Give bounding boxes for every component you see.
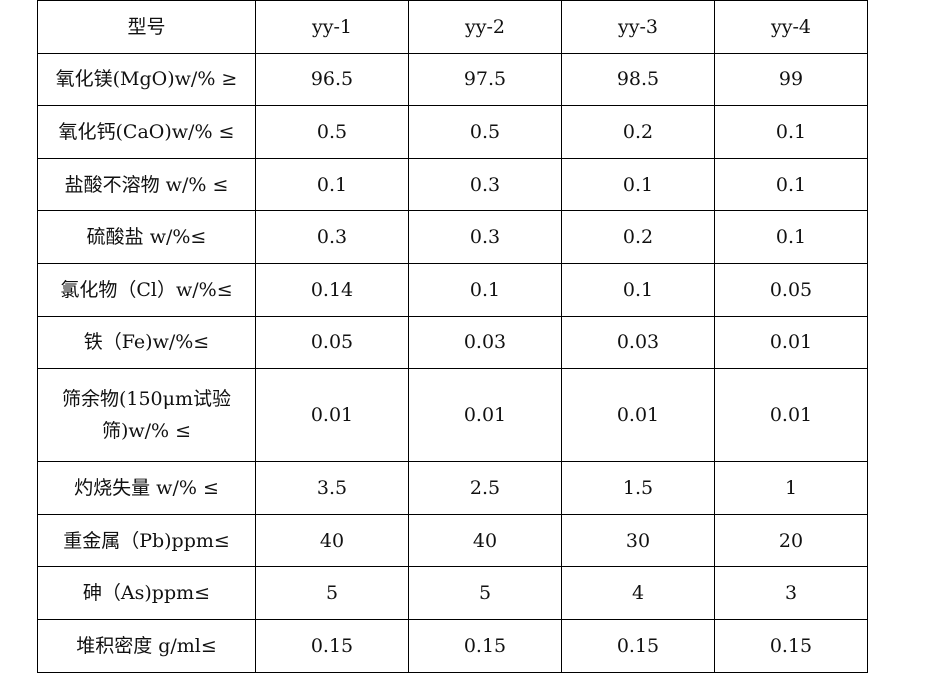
value-cell: 4	[561, 566, 715, 620]
value-cell: 5	[408, 566, 562, 620]
table-row: 重金属（Pb)ppm≤ 40 40 30 20	[37, 513, 868, 568]
value-cell: 40	[255, 513, 409, 568]
row-label: 灼烧失量 w/% ≤	[37, 461, 256, 515]
value-cell: 0.2	[561, 105, 715, 159]
row-label: 氯化物（Cl）w/%≤	[37, 262, 256, 317]
value-cell: 0.01	[255, 368, 409, 463]
value-cell: 97.5	[408, 52, 562, 107]
value-cell: 0.01	[714, 315, 868, 370]
row-label: 铁（Fe)w/%≤	[37, 315, 256, 370]
value-cell: 40	[408, 513, 562, 568]
row-label: 筛余物(150μm试验筛)w/% ≤	[37, 368, 256, 463]
row-label: 堆积密度 g/ml≤	[37, 618, 256, 673]
table-row: 氧化钙(CaO)w/% ≤0.5 0.5 0.2 0.1	[37, 105, 868, 159]
header-cell: yy-4	[714, 0, 868, 54]
value-cell: 98.5	[561, 52, 715, 107]
value-cell: 0.14	[255, 262, 409, 317]
row-label: 砷（As)ppm≤	[37, 566, 256, 620]
value-cell: 0.1	[714, 105, 868, 159]
value-cell: 0.3	[408, 210, 562, 264]
row-label: 盐酸不溶物 w/% ≤	[37, 157, 256, 212]
value-cell: 96.5	[255, 52, 409, 107]
table-row: 灼烧失量 w/% ≤3.5 2.5 1.5 1	[37, 461, 868, 515]
table-row: 铁（Fe)w/%≤ 0.05 0.03 0.03 0.01	[37, 315, 868, 370]
value-cell: 0.05	[255, 315, 409, 370]
value-cell: 0.1	[408, 262, 562, 317]
value-cell: 0.1	[714, 157, 868, 212]
row-label: 重金属（Pb)ppm≤	[37, 513, 256, 568]
header-cell: 型号	[37, 0, 256, 54]
value-cell: 30	[561, 513, 715, 568]
table-row: 筛余物(150μm试验筛)w/% ≤0.01 0.01 0.01 0.01	[37, 368, 868, 463]
value-cell: 0.01	[561, 368, 715, 463]
value-cell: 1.5	[561, 461, 715, 515]
value-cell: 2.5	[408, 461, 562, 515]
header-cell: yy-1	[255, 0, 409, 54]
table-row: 盐酸不溶物 w/% ≤0.1 0.3 0.1 0.1	[37, 157, 868, 212]
value-cell: 0.03	[561, 315, 715, 370]
row-label: 氧化钙(CaO)w/% ≤	[37, 105, 256, 159]
value-cell: 0.05	[714, 262, 868, 317]
value-cell: 0.1	[714, 210, 868, 264]
table-row: 堆积密度 g/ml≤ 0.15 0.15 0.15 0.15	[37, 618, 868, 673]
value-cell: 0.15	[714, 618, 868, 673]
spec-table: 型号 yy-1 yy-2 yy-3 yy-4 氧化镁(MgO)w/% ≥96.5…	[37, 0, 868, 673]
table-row: 硫酸盐 w/%≤ 0.3 0.3 0.2 0.1	[37, 210, 868, 264]
row-label: 氧化镁(MgO)w/% ≥	[37, 52, 256, 107]
value-cell: 99	[714, 52, 868, 107]
value-cell: 0.01	[408, 368, 562, 463]
value-cell: 3.5	[255, 461, 409, 515]
value-cell: 0.15	[408, 618, 562, 673]
value-cell: 0.01	[714, 368, 868, 463]
header-cell: yy-3	[561, 0, 715, 54]
header-row: 型号 yy-1 yy-2 yy-3 yy-4	[37, 0, 868, 54]
row-label: 硫酸盐 w/%≤	[37, 210, 256, 264]
value-cell: 0.1	[561, 157, 715, 212]
table-row: 氧化镁(MgO)w/% ≥96.5 97.5 98.5 99	[37, 52, 868, 107]
value-cell: 0.3	[408, 157, 562, 212]
value-cell: 1	[714, 461, 868, 515]
value-cell: 0.5	[408, 105, 562, 159]
value-cell: 0.1	[561, 262, 715, 317]
value-cell: 20	[714, 513, 868, 568]
value-cell: 0.15	[561, 618, 715, 673]
value-cell: 3	[714, 566, 868, 620]
value-cell: 0.5	[255, 105, 409, 159]
value-cell: 0.3	[255, 210, 409, 264]
value-cell: 5	[255, 566, 409, 620]
table-row: 氯化物（Cl）w/%≤ 0.14 0.1 0.1 0.05	[37, 262, 868, 317]
header-cell: yy-2	[408, 0, 562, 54]
value-cell: 0.15	[255, 618, 409, 673]
value-cell: 0.1	[255, 157, 409, 212]
table-row: 砷（As)ppm≤ 5 5 4 3	[37, 566, 868, 620]
value-cell: 0.03	[408, 315, 562, 370]
value-cell: 0.2	[561, 210, 715, 264]
